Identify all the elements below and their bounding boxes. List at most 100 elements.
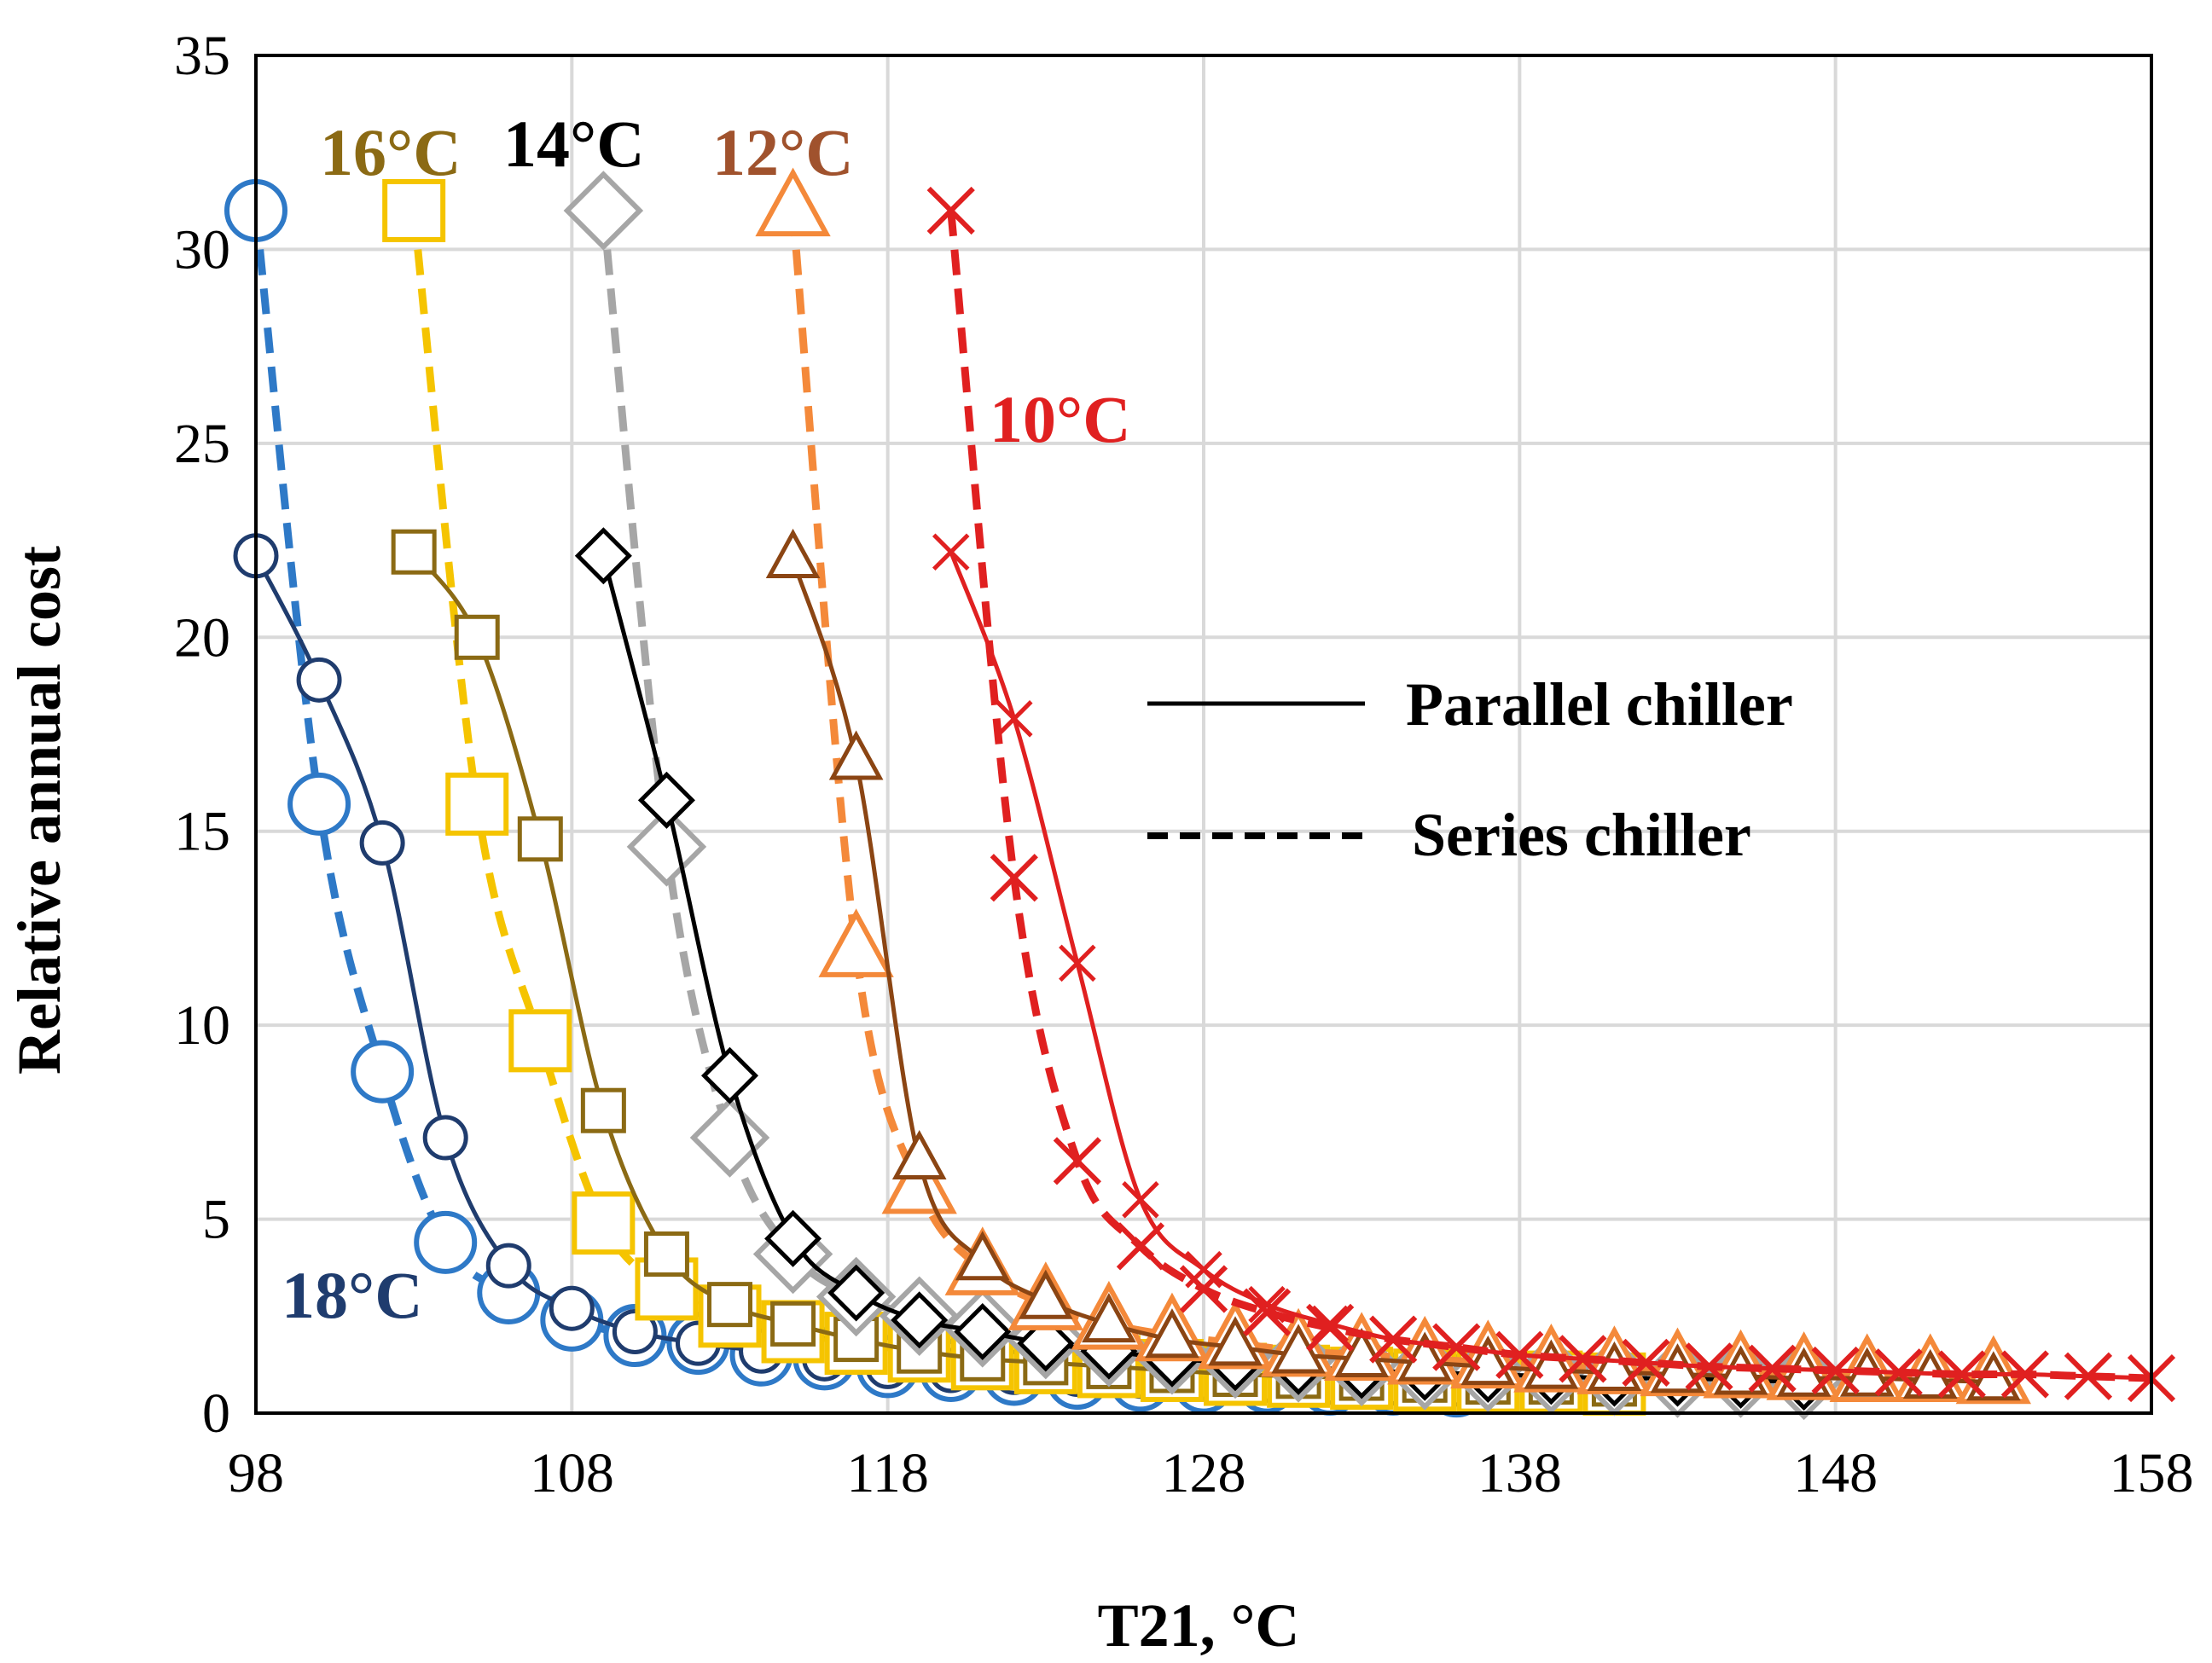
series-line-12c bbox=[789, 210, 1994, 1382]
series-point-18c bbox=[351, 1040, 415, 1104]
parallel-point-18c bbox=[296, 657, 342, 703]
parallel-point-10c bbox=[1059, 944, 1096, 982]
parallel-point-18c bbox=[549, 1285, 595, 1331]
series-point-10c bbox=[1306, 1303, 1355, 1353]
series-point-12c bbox=[755, 167, 831, 237]
parallel-point-10c bbox=[1248, 1285, 1286, 1324]
y-tick-label: 0 bbox=[202, 1382, 230, 1445]
parallel-point-10c bbox=[1690, 1347, 1728, 1386]
parallel-point-10c bbox=[1753, 1349, 1791, 1388]
series-point-18c bbox=[414, 1210, 478, 1274]
y-tick-label: 10 bbox=[174, 994, 230, 1057]
x-axis-title: T21, °C bbox=[1098, 1591, 1300, 1660]
parallel-point-10c bbox=[1816, 1352, 1855, 1389]
x-tick-label: 148 bbox=[1793, 1442, 1878, 1504]
parallel-point-14c bbox=[700, 1046, 759, 1104]
parallel-point-10c bbox=[1311, 1305, 1349, 1343]
parallel-point-18c bbox=[422, 1115, 468, 1161]
parallel-point-16c bbox=[391, 529, 437, 575]
series-point-16c bbox=[508, 1009, 572, 1073]
parallel-point-12c bbox=[1082, 1292, 1136, 1343]
ticks: 98 108 118 128 138 148 158 0 5 10 15 20 25 30 35 bbox=[174, 25, 2194, 1504]
y-tick-label: 15 bbox=[174, 801, 230, 863]
series-line-18c bbox=[252, 210, 1457, 1390]
series-point-10c bbox=[926, 186, 975, 235]
parallel-point-16c bbox=[454, 614, 500, 660]
y-tick-label: 35 bbox=[174, 25, 230, 87]
series-point-16c bbox=[382, 178, 446, 242]
series-point-16c bbox=[445, 772, 509, 836]
series-point-16c bbox=[572, 1191, 636, 1255]
parallel-point-12c bbox=[828, 730, 884, 780]
y-axis-title: Relative annual cost bbox=[5, 546, 73, 1075]
parallel-point-10c bbox=[1879, 1353, 1918, 1392]
series-layer bbox=[224, 167, 2176, 1421]
parallel-line-12c bbox=[791, 559, 1994, 1385]
parallel-chiller-12c bbox=[765, 528, 2021, 1401]
x-tick-label: 98 bbox=[228, 1442, 284, 1504]
series-point-14c bbox=[689, 1098, 770, 1178]
parallel-point-12c bbox=[765, 528, 821, 579]
parallel-point-12c bbox=[1334, 1327, 1389, 1378]
parallel-point-10c bbox=[2006, 1355, 2044, 1394]
series-point-14c bbox=[626, 807, 707, 887]
series-label-18c: 18°C bbox=[282, 1258, 423, 1332]
parallel-point-14c bbox=[1017, 1314, 1075, 1372]
parallel-point-12c bbox=[891, 1129, 947, 1180]
parallel-line-10c bbox=[949, 551, 2152, 1381]
parallel-point-16c bbox=[517, 816, 563, 862]
series-line-10c bbox=[947, 210, 2152, 1382]
parallel-point-10c bbox=[1943, 1355, 1981, 1394]
x-tick-label: 108 bbox=[530, 1442, 614, 1504]
parallel-point-14c bbox=[891, 1291, 949, 1349]
parallel-point-10c bbox=[1564, 1340, 1602, 1378]
legend: Parallel chiller Series chiller bbox=[1147, 670, 1793, 869]
parallel-point-12c bbox=[1208, 1316, 1263, 1366]
parallel-point-10c bbox=[996, 700, 1033, 738]
parallel-point-14c bbox=[574, 527, 632, 585]
parallel-point-10c bbox=[1374, 1320, 1412, 1359]
parallel-point-16c bbox=[643, 1231, 689, 1278]
parallel-point-10c bbox=[1437, 1328, 1476, 1366]
series-label-16c: 16°C bbox=[320, 115, 462, 189]
parallel-point-18c bbox=[612, 1308, 658, 1354]
parallel-point-16c bbox=[707, 1282, 752, 1328]
parallel-point-10c bbox=[1122, 1181, 1159, 1219]
parallel-point-10c bbox=[1627, 1344, 1665, 1382]
y-tick-label: 30 bbox=[174, 218, 230, 281]
x-tick-label: 138 bbox=[1478, 1442, 1562, 1504]
x-tick-label: 158 bbox=[2110, 1442, 2194, 1504]
series-chiller-18c bbox=[224, 178, 1489, 1418]
legend-series-label: Series chiller bbox=[1412, 801, 1751, 869]
parallel-point-10c bbox=[2070, 1358, 2107, 1395]
parallel-point-10c bbox=[1501, 1336, 1539, 1374]
legend-parallel-label: Parallel chiller bbox=[1406, 670, 1793, 739]
parallel-point-12c bbox=[955, 1231, 1010, 1281]
parallel-point-12c bbox=[1019, 1269, 1073, 1319]
x-tick-label: 118 bbox=[846, 1442, 929, 1504]
y-tick-label: 25 bbox=[174, 413, 230, 475]
parallel-point-14c bbox=[637, 771, 695, 829]
parallel-point-14c bbox=[827, 1264, 885, 1322]
series-label-14c: 14°C bbox=[503, 107, 645, 181]
plot-frame bbox=[254, 54, 2153, 1415]
series-point-10c bbox=[1179, 1265, 1228, 1313]
parallel-point-14c bbox=[764, 1209, 822, 1267]
parallel-point-18c bbox=[485, 1243, 531, 1289]
series-point-12c bbox=[818, 908, 894, 977]
series-label-12c: 12°C bbox=[712, 115, 854, 189]
parallel-point-10c bbox=[932, 533, 970, 571]
parallel-chiller-16c bbox=[391, 529, 1637, 1407]
series-point-10c bbox=[990, 854, 1038, 902]
y-tick-label: 5 bbox=[202, 1189, 230, 1251]
parallel-point-16c bbox=[580, 1087, 626, 1133]
parallel-point-14c bbox=[954, 1302, 1012, 1361]
series-label-10c: 10°C bbox=[990, 382, 1131, 456]
parallel-point-12c bbox=[1145, 1308, 1199, 1359]
parallel-point-10c bbox=[1185, 1250, 1222, 1289]
series-point-18c bbox=[287, 772, 351, 836]
grid bbox=[254, 54, 2153, 1415]
parallel-point-18c bbox=[359, 820, 405, 866]
y-tick-label: 20 bbox=[174, 606, 230, 669]
series-point-12c bbox=[881, 1144, 957, 1214]
